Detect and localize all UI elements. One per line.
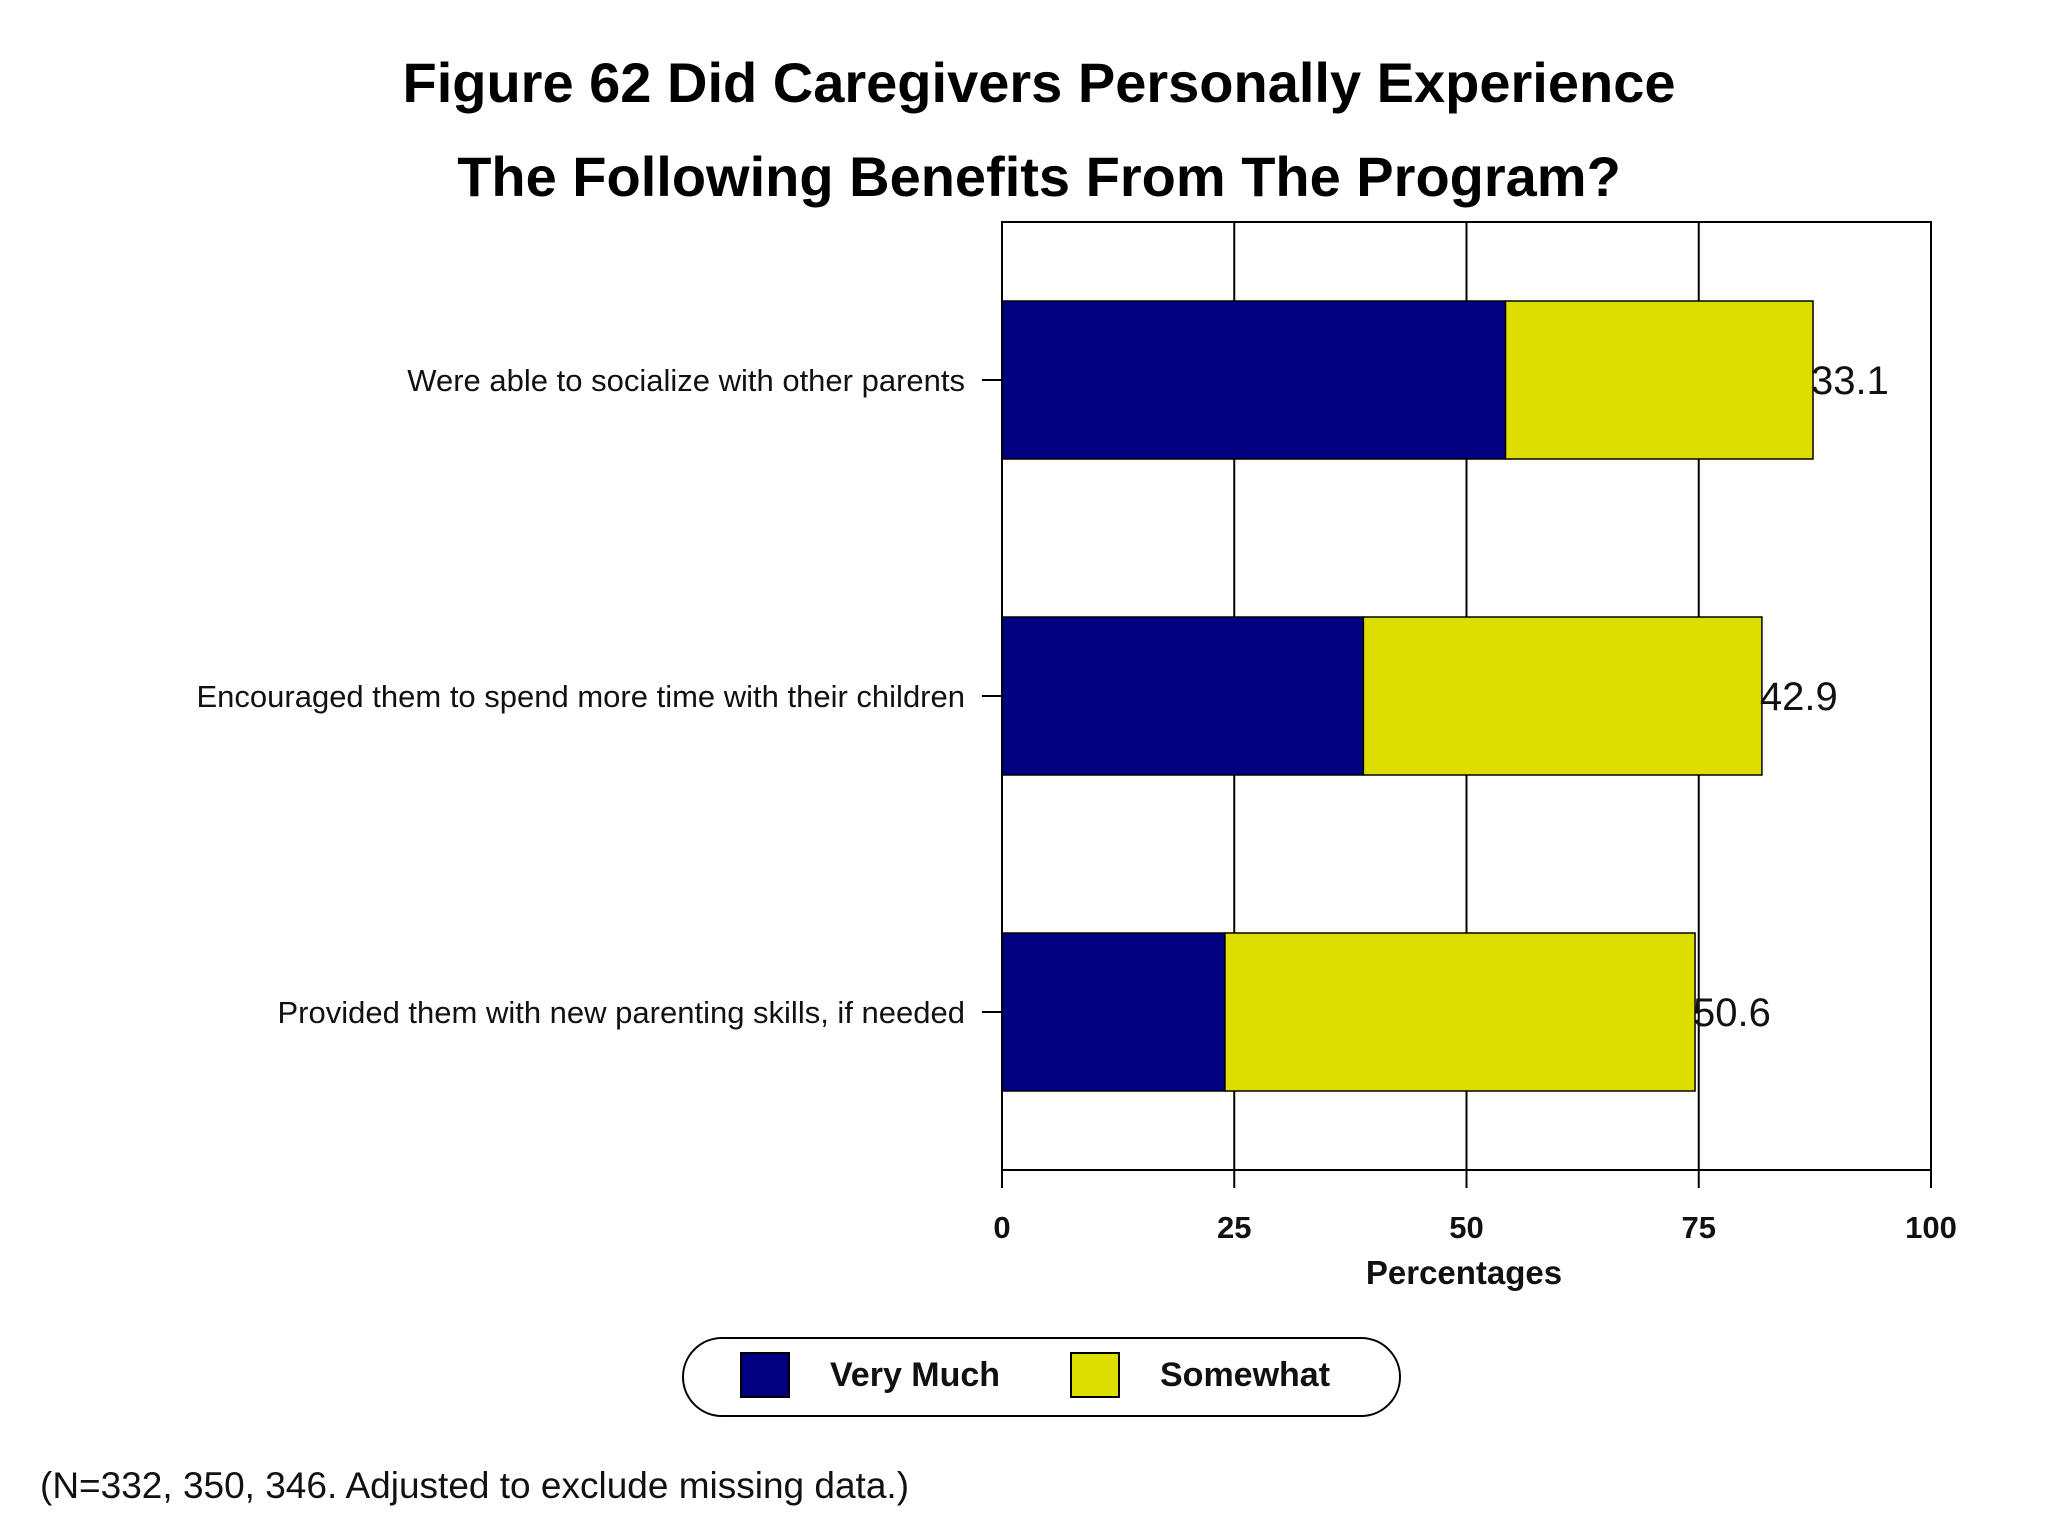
bar-somewhat-2 [1362, 616, 1763, 776]
bar-somewhat-3 [1224, 932, 1696, 1092]
x-tick-label-0: 0 [993, 1210, 1010, 1245]
bar-very-much-3 [1001, 932, 1226, 1092]
x-tick-label-25: 25 [1217, 1210, 1251, 1245]
x-tick-label-100: 100 [1905, 1210, 1957, 1245]
footnote: (N=332, 350, 346. Adjusted to exclude mi… [40, 1465, 909, 1506]
data-label-somewhat-3: 50.6 [1693, 991, 1771, 1035]
chart-title-line-1: Figure 62 Did Caregivers Personally Expe… [402, 51, 1675, 114]
bar-very-much-1 [1001, 300, 1507, 460]
data-label-somewhat-2: 42.9 [1760, 675, 1838, 719]
chart-title-line-2: The Following Benefits From The Program? [457, 145, 1621, 208]
legend-label-somewhat: Somewhat [1160, 1356, 1330, 1394]
category-label-3: Provided them with new parenting skills,… [277, 995, 965, 1030]
x-tick-label-75: 75 [1682, 1210, 1716, 1245]
x-tick-label-50: 50 [1449, 1210, 1483, 1245]
bar-very-much-2 [1001, 616, 1365, 776]
legend-swatch-very-much [740, 1352, 790, 1398]
x-axis-title: Percentages [1366, 1254, 1562, 1291]
legend: Very Much Somewhat [682, 1337, 1401, 1417]
legend-swatch-somewhat [1070, 1352, 1120, 1398]
data-label-somewhat-1: 33.1 [1811, 359, 1889, 403]
legend-frame [682, 1337, 1401, 1417]
category-label-2: Encouraged them to spend more time with … [196, 679, 965, 714]
bar-somewhat-1 [1504, 300, 1814, 460]
legend-label-very-much: Very Much [830, 1356, 1000, 1394]
category-label-1: Were able to socialize with other parent… [407, 363, 965, 398]
